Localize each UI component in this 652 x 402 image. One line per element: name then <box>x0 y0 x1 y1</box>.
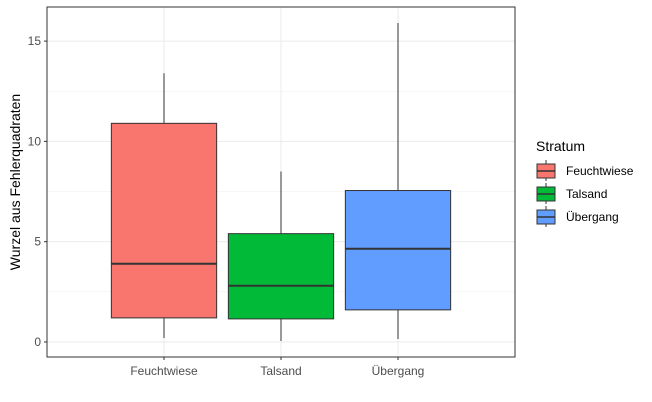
box-iqr <box>110 122 218 319</box>
legend-label: Talsand <box>566 187 607 201</box>
legend-label: Übergang <box>566 210 619 224</box>
y-tick-label: 15 <box>28 34 42 48</box>
box-feuchtwiese <box>110 73 218 338</box>
y-tick-label: 5 <box>34 235 41 249</box>
box-iqr <box>227 233 335 320</box>
boxes <box>110 23 452 341</box>
legend-item-feuchtwiese: Feuchtwiese <box>536 160 634 181</box>
legend-item-talsand: Talsand <box>536 183 607 204</box>
box-iqr <box>344 190 452 311</box>
x-tick-label: Feuchtwiese <box>130 364 198 378</box>
y-tick-label: 10 <box>28 134 42 148</box>
box-übergang <box>344 23 452 339</box>
legend-title: Stratum <box>536 138 585 154</box>
box-talsand <box>227 171 335 341</box>
legend-label: Feuchtwiese <box>566 164 634 178</box>
legend-item-übergang: Übergang <box>536 206 619 227</box>
y-tick-label: 0 <box>34 335 41 349</box>
x-tick-label: Übergang <box>372 364 425 378</box>
y-axis-title: Wurzel aus Fehlerquadraten <box>7 94 23 270</box>
x-tick-label: Talsand <box>260 364 301 378</box>
y-axis: 0 5 10 15 <box>28 34 47 349</box>
legend: Stratum Feuchtwiese Talsand Übergang <box>536 138 634 227</box>
x-axis: Feuchtwiese Talsand Übergang <box>130 357 424 378</box>
